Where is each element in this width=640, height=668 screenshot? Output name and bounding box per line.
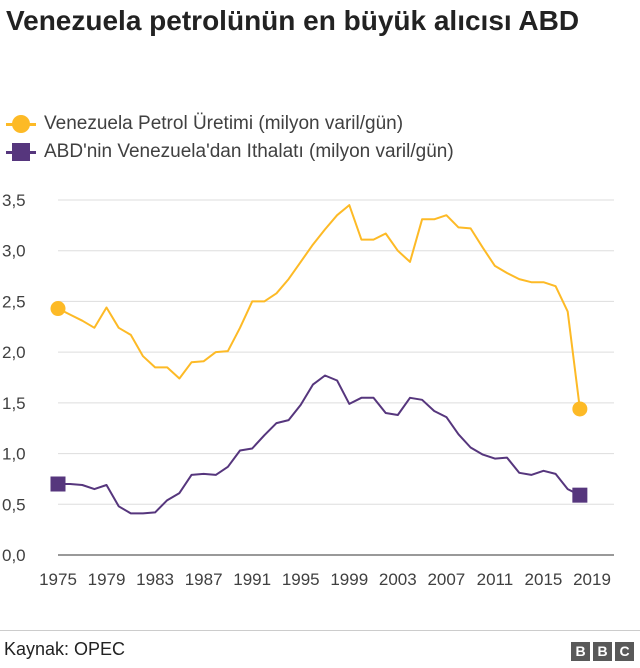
x-tick-label: 1987: [185, 570, 223, 589]
x-tick-label: 1983: [136, 570, 174, 589]
square-marker-icon: [6, 142, 36, 162]
x-tick-label: 2015: [525, 570, 563, 589]
series-line-1: [57, 374, 581, 515]
series-line-0: [57, 204, 581, 410]
legend-label-production: Venezuela Petrol Üretimi (milyon varil/g…: [44, 113, 404, 134]
legend-label-imports: ABD'nin Venezuela'dan Ithalatı (milyon v…: [44, 141, 454, 162]
legend-item-production: Venezuela Petrol Üretimi (milyon varil/g…: [6, 110, 454, 138]
footer-divider: [0, 630, 640, 631]
series-endpoint-marker: [572, 487, 588, 503]
source-note: Kaynak: OPEC: [4, 639, 126, 659]
chart-title: Venezuela petrolünün en büyük alıcısı AB…: [6, 5, 580, 36]
series-endpoint-marker: [50, 301, 66, 317]
x-tick-label: 1991: [233, 570, 271, 589]
line-chart: 0,0 0,5 1,0 1,5 2,0 2,5 3,0 3,5 1975 1979 1983 1987…: [2, 191, 614, 589]
x-tick-label: 1979: [88, 570, 126, 589]
bbc-logo: B B C: [571, 642, 634, 661]
series-endpoint-marker: [572, 401, 588, 417]
x-tick-label: 2003: [379, 570, 417, 589]
logo-letter: C: [615, 642, 634, 661]
y-tick-label: 0,0: [2, 546, 26, 565]
y-tick-label: 2,0: [2, 343, 26, 362]
y-tick-label: 3,5: [2, 191, 26, 210]
y-tick-label: 1,0: [2, 445, 26, 464]
circle-marker-icon: [6, 114, 36, 134]
legend-dot-production: [12, 115, 30, 133]
x-tick-label: 1975: [39, 570, 77, 589]
chart-legend: Venezuela Petrol Üretimi (milyon varil/g…: [6, 110, 454, 166]
logo-letter: B: [593, 642, 612, 661]
x-tick-label: 2019: [573, 570, 611, 589]
x-tick-label: 1999: [330, 570, 368, 589]
x-tick-label: 2011: [477, 570, 514, 589]
y-tick-label: 1,5: [2, 394, 26, 413]
y-tick-label: 0,5: [2, 495, 26, 514]
logo-letter: B: [571, 642, 590, 661]
y-tick-label: 2,5: [2, 292, 26, 311]
x-tick-label: 2007: [427, 570, 465, 589]
y-tick-label: 3,0: [2, 242, 26, 261]
series-endpoint-marker: [50, 476, 66, 492]
legend-square-imports: [12, 143, 30, 161]
legend-item-imports: ABD'nin Venezuela'dan Ithalatı (milyon v…: [6, 138, 454, 166]
x-tick-label: 1995: [282, 570, 320, 589]
